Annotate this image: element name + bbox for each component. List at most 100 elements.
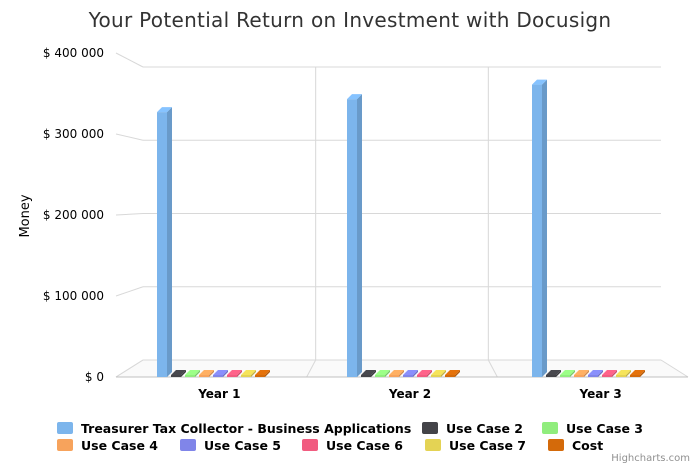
- bar-front: [347, 99, 357, 378]
- bar-side: [542, 79, 547, 377]
- legend-swatch: [180, 439, 196, 451]
- legend-label: Use Case 2: [446, 421, 523, 436]
- bar-side: [195, 370, 200, 377]
- legend: Treasurer Tax Collector - Business Appli…: [57, 421, 643, 453]
- bar-layer: [157, 79, 645, 378]
- legend-item[interactable]: Use Case 3: [542, 421, 643, 436]
- bar-top: [574, 370, 589, 375]
- legend-swatch: [542, 422, 558, 434]
- bar-side: [181, 370, 186, 377]
- bar[interactable]: [417, 370, 432, 377]
- x-tick-label: Year 3: [579, 387, 622, 401]
- bar[interactable]: [375, 370, 390, 377]
- bar-front: [241, 375, 251, 377]
- bar[interactable]: [445, 370, 460, 377]
- bar[interactable]: [361, 370, 376, 377]
- bar-side: [237, 370, 242, 377]
- legend-item[interactable]: Use Case 7: [425, 438, 526, 453]
- y-tick-label: $ 100 000: [43, 289, 104, 303]
- bar-front: [574, 375, 584, 377]
- bar-front: [546, 375, 556, 377]
- credits-link[interactable]: Highcharts.com: [611, 453, 690, 464]
- bar-top: [255, 370, 270, 375]
- legend-item[interactable]: Use Case 2: [422, 421, 523, 436]
- bar-front: [403, 375, 413, 377]
- x-tick-label: Year 1: [197, 387, 240, 401]
- bar-top: [347, 94, 362, 100]
- bar[interactable]: [241, 370, 256, 377]
- x-floor-line: [487, 359, 498, 378]
- bar-side: [265, 370, 270, 377]
- legend-item[interactable]: Use Case 5: [180, 438, 281, 453]
- bar-top: [560, 370, 575, 375]
- grid-layer: [115, 52, 689, 378]
- legend-item[interactable]: Use Case 6: [302, 438, 403, 453]
- legend-swatch: [57, 439, 73, 451]
- bar[interactable]: [588, 370, 603, 377]
- bar[interactable]: [532, 79, 547, 377]
- legend-swatch: [422, 422, 438, 434]
- legend-item[interactable]: Use Case 4: [57, 438, 158, 453]
- bar-side: [413, 370, 418, 377]
- bar[interactable]: [546, 370, 561, 377]
- bar-side: [371, 370, 376, 377]
- bar-side: [223, 370, 228, 377]
- bar[interactable]: [616, 370, 631, 377]
- bar[interactable]: [199, 370, 214, 377]
- legend-label: Use Case 6: [326, 438, 403, 453]
- bar-side: [556, 370, 561, 377]
- bar[interactable]: [403, 370, 418, 377]
- legend-label: Use Case 3: [566, 421, 643, 436]
- bar-front: [588, 375, 598, 377]
- bar[interactable]: [389, 370, 404, 377]
- bar-side: [584, 370, 589, 377]
- bar[interactable]: [431, 370, 446, 377]
- bar-top: [227, 370, 242, 375]
- bar-side: [427, 370, 432, 377]
- bar-top: [588, 370, 603, 375]
- bar[interactable]: [560, 370, 575, 377]
- x-floor-line: [115, 359, 144, 378]
- x-floor-line: [306, 359, 317, 378]
- bar-front: [171, 375, 181, 377]
- bar-side: [441, 370, 446, 377]
- bar-side: [385, 370, 390, 377]
- bar-top: [375, 370, 390, 375]
- bar-top: [171, 370, 186, 375]
- y-axis-label: Money: [18, 194, 33, 237]
- bar-top: [185, 370, 200, 375]
- bar-front: [199, 375, 209, 377]
- bar[interactable]: [630, 370, 645, 377]
- bar[interactable]: [255, 370, 270, 377]
- bar-top: [199, 370, 214, 375]
- bar-front: [602, 375, 612, 377]
- bar-side: [399, 370, 404, 377]
- bar[interactable]: [171, 370, 186, 377]
- y-gridline-side: [115, 286, 144, 297]
- y-tick-label: $ 400 000: [43, 46, 104, 60]
- bar-front: [445, 375, 455, 377]
- legend-item[interactable]: Treasurer Tax Collector - Business Appli…: [57, 421, 411, 436]
- bar-front: [389, 375, 399, 377]
- legend-label: Cost: [572, 438, 603, 453]
- bar[interactable]: [185, 370, 200, 377]
- y-tick-label: $ 0: [85, 370, 104, 384]
- legend-label: Use Case 5: [204, 438, 281, 453]
- bar[interactable]: [574, 370, 589, 377]
- bar-front: [375, 375, 385, 377]
- bar[interactable]: [227, 370, 242, 377]
- legend-label: Use Case 7: [449, 438, 526, 453]
- bar[interactable]: [213, 370, 228, 377]
- legend-label: Use Case 4: [81, 438, 158, 453]
- legend-label: Treasurer Tax Collector - Business Appli…: [81, 421, 411, 436]
- bar-top: [431, 370, 446, 375]
- bar-top: [157, 107, 172, 113]
- axis-layer: $ 0 $ 100 000 $ 200 000 $ 300 000 $ 400 000 Y…: [43, 46, 688, 401]
- bar[interactable]: [602, 370, 617, 377]
- bar[interactable]: [157, 107, 172, 377]
- bar[interactable]: [347, 94, 362, 378]
- bar-front: [227, 375, 237, 377]
- legend-item[interactable]: Cost: [548, 438, 603, 453]
